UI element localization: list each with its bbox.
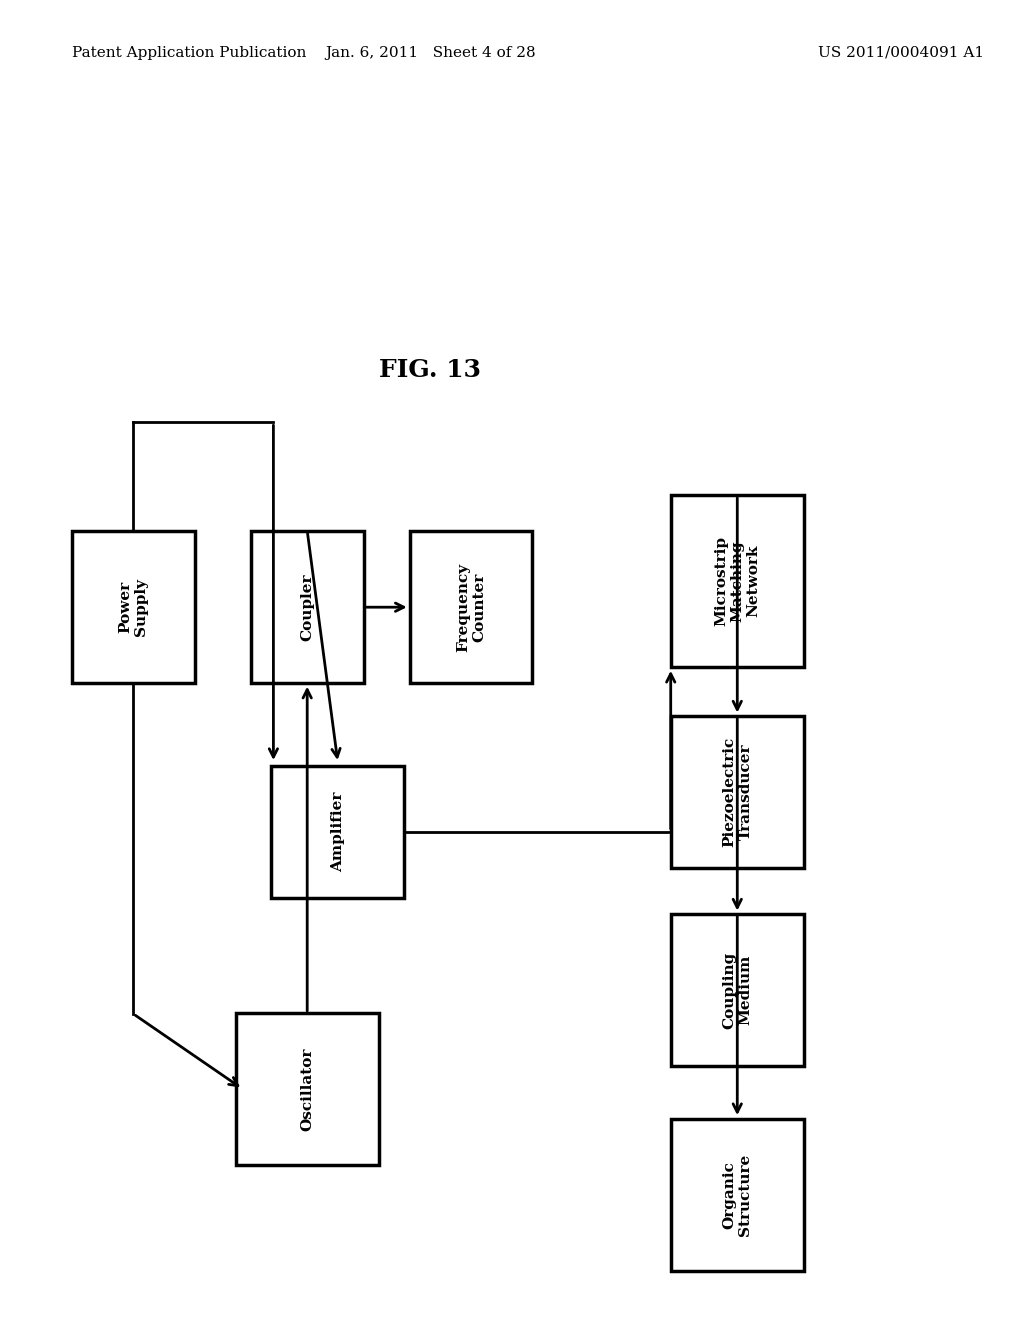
FancyBboxPatch shape: [671, 1119, 804, 1270]
Text: Power
Supply: Power Supply: [118, 578, 148, 636]
Text: Amplifier: Amplifier: [331, 792, 345, 871]
Text: Organic
Structure: Organic Structure: [722, 1154, 753, 1236]
Text: Jan. 6, 2011   Sheet 4 of 28: Jan. 6, 2011 Sheet 4 of 28: [325, 46, 536, 59]
Text: Frequency
Counter: Frequency Counter: [456, 562, 486, 652]
Text: Coupler: Coupler: [300, 573, 314, 642]
Text: Oscillator: Oscillator: [300, 1047, 314, 1131]
Text: US 2011/0004091 A1: US 2011/0004091 A1: [818, 46, 984, 59]
FancyBboxPatch shape: [410, 531, 532, 682]
FancyBboxPatch shape: [671, 913, 804, 1067]
FancyBboxPatch shape: [72, 531, 195, 682]
Text: Patent Application Publication: Patent Application Publication: [72, 46, 306, 59]
Text: FIG. 13: FIG. 13: [379, 358, 481, 381]
FancyBboxPatch shape: [251, 531, 364, 682]
Text: Coupling
Medium: Coupling Medium: [722, 952, 753, 1028]
FancyBboxPatch shape: [271, 766, 404, 898]
FancyBboxPatch shape: [671, 495, 804, 667]
Text: Microstrip
Matching
Network: Microstrip Matching Network: [714, 536, 761, 626]
FancyBboxPatch shape: [671, 715, 804, 869]
FancyBboxPatch shape: [236, 1014, 379, 1166]
Text: Piezoelectric
Transducer: Piezoelectric Transducer: [722, 737, 753, 847]
